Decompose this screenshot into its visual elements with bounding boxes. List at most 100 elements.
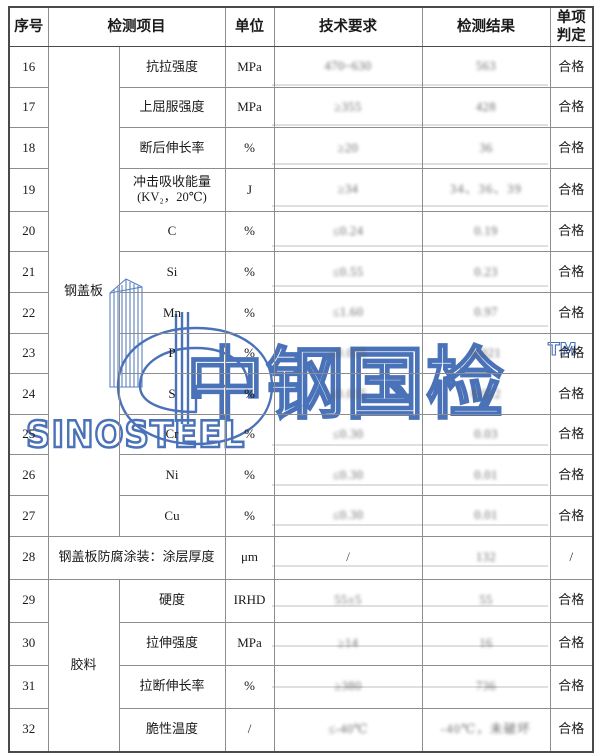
requirement-value: 470~630 [273,46,423,88]
group-label-rubber-compound: 胶料 [47,578,120,753]
judgement-value: 合格 [549,332,594,375]
item-unit: MPa [224,46,275,88]
item-name: 冲击吸收能量 (KV₂，20℃) [118,167,226,212]
table-body: 16 钢盖板 抗拉强度 MPa 470~630 563 合格 17 上屈服强度 … [8,46,594,753]
item-name-main: 冲击吸收能量 [132,173,211,189]
result-value: 132 [421,535,551,580]
judgement-value: 合格 [549,664,594,709]
row-number: 16 [8,46,49,88]
table-row: 16 钢盖板 抗拉强度 MPa 470~630 563 合格 [8,46,594,537]
result-text: 132 [476,550,496,565]
requirement-value: ≤0.24 [273,210,423,253]
item-name: Ni [118,454,226,496]
result-value: 0.021 [421,332,551,375]
judgement-value: 合格 [549,494,594,537]
requirement-text: ≤0.035 [329,346,367,361]
table-row: 19 冲击吸收能量 (KV₂，20℃) J ≥34 34、36、39 合格 [8,167,594,212]
judgement-value: 合格 [549,454,594,496]
item-unit: J [224,167,275,212]
requirement-value: ≤-40℃ [273,707,423,753]
row-number: 18 [8,127,49,169]
result-text: 0.01 [474,467,498,482]
judgement-value: 合格 [549,167,594,212]
header-judgement-line2: 判定 [556,28,586,44]
table-row: 30 拉伸强度 MPa ≥14 16 合格 [8,621,594,666]
table-row: 29 胶料 硬度 IRHD 55±5 55 合格 [8,578,594,753]
requirement-value: ≤0.035 [273,373,423,415]
result-value: 736 [421,664,551,709]
requirement-text: ≤0.30 [332,467,364,482]
item-unit: % [224,454,275,496]
item-unit: % [224,373,275,415]
row-number: 21 [8,251,49,293]
item-name: S [118,373,226,415]
requirement-text: / [346,549,350,565]
result-text: 736 [476,679,496,694]
requirement-text: ≥355 [334,100,362,115]
requirement-text: 470~630 [324,59,372,74]
result-text: 0.01 [474,508,498,523]
row-number: 29 [8,578,49,623]
requirement-value: ≥355 [273,86,423,129]
requirement-text: ≤1.60 [332,305,364,320]
result-value: 0.19 [421,210,551,253]
result-value: 34、36、39 [421,167,551,212]
result-text: 428 [476,100,496,115]
result-value: 0.01 [421,454,551,496]
requirement-value: / [273,535,423,580]
item-unit: % [224,413,275,456]
row-number: 24 [8,373,49,415]
judgement-value: 合格 [549,251,594,293]
result-text: 0.03 [474,427,498,442]
judgement-value: 合格 [549,578,594,623]
result-value: 55 [421,578,551,623]
requirement-text: ≤0.55 [332,264,364,279]
header-result: 检测结果 [421,6,551,47]
result-value: 36 [421,127,551,169]
judgement-value: 合格 [549,373,594,415]
judgement-value: 合格 [549,291,594,334]
row-number: 30 [8,621,49,666]
row-number: 25 [8,413,49,456]
judgement-value: 合格 [549,127,594,169]
requirement-value: ≤0.30 [273,413,423,456]
requirement-value: ≤0.30 [273,494,423,537]
row-number: 20 [8,210,49,253]
judgement-value: 合格 [549,46,594,88]
result-value: 0.01 [421,494,551,537]
row-number: 19 [8,167,49,212]
result-text: 0.23 [474,264,498,279]
item-name: 拉断伸长率 [118,664,226,709]
result-value: 428 [421,86,551,129]
result-text: 563 [476,59,496,74]
table-header-row: 序号 检测项目 单位 技术要求 检测结果 单项 判定 [8,6,594,47]
item-unit: MPa [224,86,275,129]
requirement-text: ≥380 [334,679,362,694]
requirement-value: ≥14 [273,621,423,666]
row-number: 26 [8,454,49,496]
result-text: 0.021 [470,346,502,361]
item-unit: IRHD [224,578,275,623]
item-name: 抗拉强度 [118,46,226,88]
item-name: Si [118,251,226,293]
header-requirement: 技术要求 [273,6,423,47]
judgement-value: 合格 [549,86,594,129]
item-name: 断后伸长率 [118,127,226,169]
group-label-steel-cover-plate: 钢盖板 [47,46,120,537]
requirement-text: ≤0.24 [332,224,364,239]
item-name: 拉伸强度 [118,621,226,666]
result-text: 0.19 [474,224,498,239]
judgement-value: 合格 [549,621,594,666]
header-judgement: 单项 判定 [549,6,594,47]
row-number: 28 [8,535,49,580]
row-number: 32 [8,707,49,753]
item-name: Mn [118,291,226,334]
table-row: 18 断后伸长率 % ≥20 36 合格 [8,127,594,169]
result-text: -40℃，未破坏 [440,722,532,737]
result-text: 0.012 [470,386,502,401]
item-unit: % [224,291,275,334]
item-unit: % [224,210,275,253]
result-text: 55 [479,593,493,608]
judgement-value: 合格 [549,413,594,456]
judgement-value: / [549,535,594,580]
